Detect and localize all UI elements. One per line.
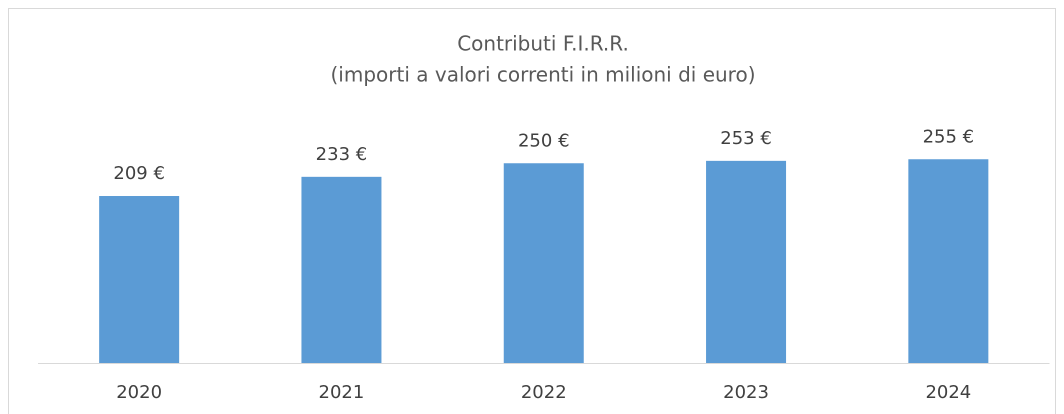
bar xyxy=(301,176,382,363)
bar xyxy=(706,160,787,363)
bar xyxy=(908,159,989,363)
chart-title: Contributi F.I.R.R. xyxy=(457,32,629,56)
bar xyxy=(503,163,584,363)
x-tick-label: 2022 xyxy=(521,382,567,403)
data-label: 250 € xyxy=(518,130,570,151)
data-label: 209 € xyxy=(113,163,165,184)
x-tick-label: 2020 xyxy=(116,382,162,403)
chart-subtitle: (importi a valori correnti in milioni di… xyxy=(331,63,756,87)
x-tick-label: 2023 xyxy=(723,382,769,403)
data-label: 233 € xyxy=(316,144,368,165)
x-tick-label: 2021 xyxy=(319,382,365,403)
bar xyxy=(99,196,180,363)
data-label: 255 € xyxy=(923,126,975,147)
data-label: 253 € xyxy=(720,128,772,149)
x-tick-label: 2024 xyxy=(925,382,971,403)
